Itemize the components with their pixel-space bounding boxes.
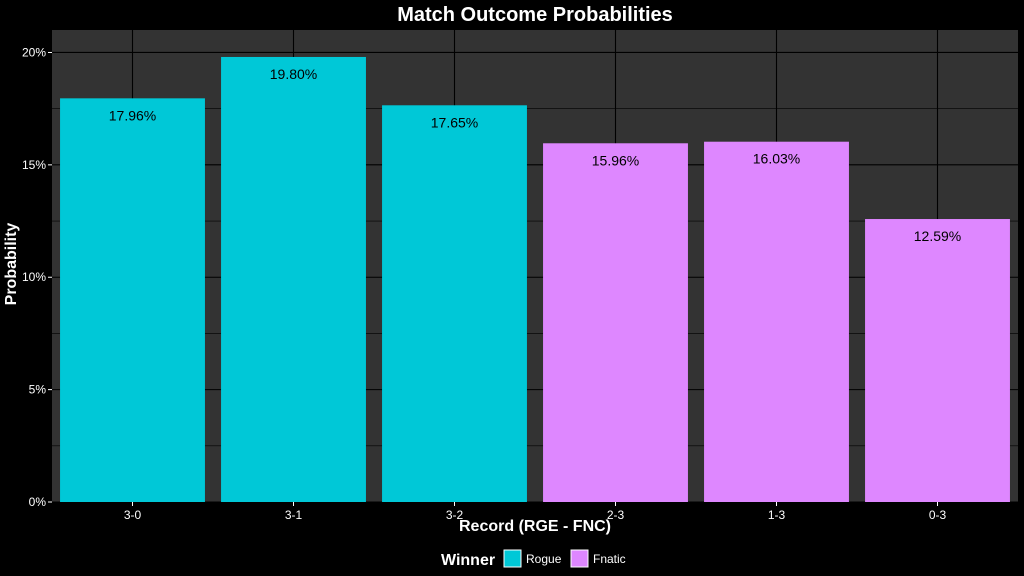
y-tick-label: 0% [29,495,47,509]
bars [60,56,1010,503]
x-tick-label: 1-3 [768,508,786,522]
data-label: 17.96% [109,107,156,123]
y-tick-label: 5% [29,383,47,397]
chart-title: Match Outcome Probabilities [397,4,673,26]
x-tick-label: 2-3 [607,508,625,522]
data-labels: 17.96% 19.80% 17.65% 15.96% 16.03% 12.59% [109,66,961,244]
legend-label-rogue: Rogue [526,552,562,566]
x-tick-label: 3-1 [285,508,303,522]
legend-label-fnatic: Fnatic [593,552,626,566]
x-tick-label: 3-2 [446,508,464,522]
data-label: 15.96% [592,152,639,168]
data-label: 17.65% [431,114,478,130]
y-axis: 0% 5% 10% 15% 20% [22,45,52,509]
bar-3-1 [221,56,366,502]
data-label: 12.59% [914,228,961,244]
y-tick-label: 15% [22,158,46,172]
bar-1-3 [704,141,849,502]
x-axis-title: Record (RGE - FNC) [459,518,611,535]
bar-3-2 [382,105,527,503]
data-label: 19.80% [270,66,317,82]
bar-2-3 [543,143,688,502]
bar-3-0 [60,98,205,502]
y-tick-label: 20% [22,45,46,59]
x-tick-label: 3-0 [124,508,142,522]
legend: Winner Rogue Fnatic [441,549,626,569]
legend-key-rogue [503,549,522,568]
y-tick-label: 10% [22,270,46,284]
data-label: 16.03% [753,151,800,167]
bar-0-3 [865,219,1010,502]
y-axis-title: Probability [3,223,20,306]
legend-title: Winner [441,552,495,569]
x-tick-label: 0-3 [929,508,947,522]
x-axis: 3-0 3-1 3-2 2-3 1-3 0-3 [124,502,947,522]
legend-key-fnatic [570,549,589,568]
